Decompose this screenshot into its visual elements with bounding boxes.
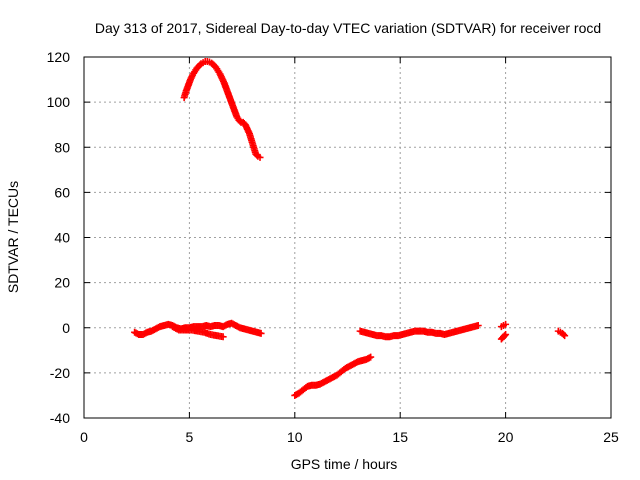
series-near-zero-segment-2 (169, 323, 227, 341)
data-point (502, 320, 510, 328)
data-point (219, 333, 227, 341)
data-point (501, 332, 509, 340)
data-point (502, 331, 510, 339)
x-axis-label: GPS time / hours (291, 456, 398, 472)
y-tick-label: 60 (54, 184, 70, 200)
data-layer (131, 58, 569, 399)
x-tick-label: 5 (186, 429, 194, 445)
series-rising-segment (291, 353, 375, 399)
x-tick-label: 25 (603, 429, 619, 445)
grid-layer (84, 57, 611, 418)
data-point (257, 329, 265, 337)
x-tick-label: 10 (287, 429, 303, 445)
data-point (256, 153, 264, 161)
y-tick-label: -20 (50, 365, 70, 381)
x-tick-label: 20 (498, 429, 514, 445)
x-tick-label: 15 (392, 429, 408, 445)
data-point (474, 321, 482, 329)
data-point (561, 332, 569, 340)
y-tick-label: 80 (54, 139, 70, 155)
tick-layer: 0 5 10 15 20 25 -40 -20 0 20 40 60 80 100 120 (47, 49, 619, 445)
data-point (236, 117, 244, 125)
y-tick-label: 100 (47, 94, 71, 110)
series-peak-arc (180, 58, 264, 161)
y-tick-label: 40 (54, 230, 70, 246)
y-tick-label: 0 (62, 320, 70, 336)
y-tick-label: 20 (54, 275, 70, 291)
series-near-zero-segment-3 (356, 321, 482, 341)
y-tick-label: 120 (47, 49, 71, 65)
y-axis-label: SDTVAR / TECUs (5, 181, 21, 293)
x-tick-label: 0 (80, 429, 88, 445)
data-point (560, 331, 568, 339)
y-tick-label: -40 (50, 410, 70, 426)
data-point (367, 353, 375, 361)
chart-title: Day 313 of 2017, Sidereal Day-to-day VTE… (95, 20, 601, 36)
series-short-segments (497, 320, 569, 343)
